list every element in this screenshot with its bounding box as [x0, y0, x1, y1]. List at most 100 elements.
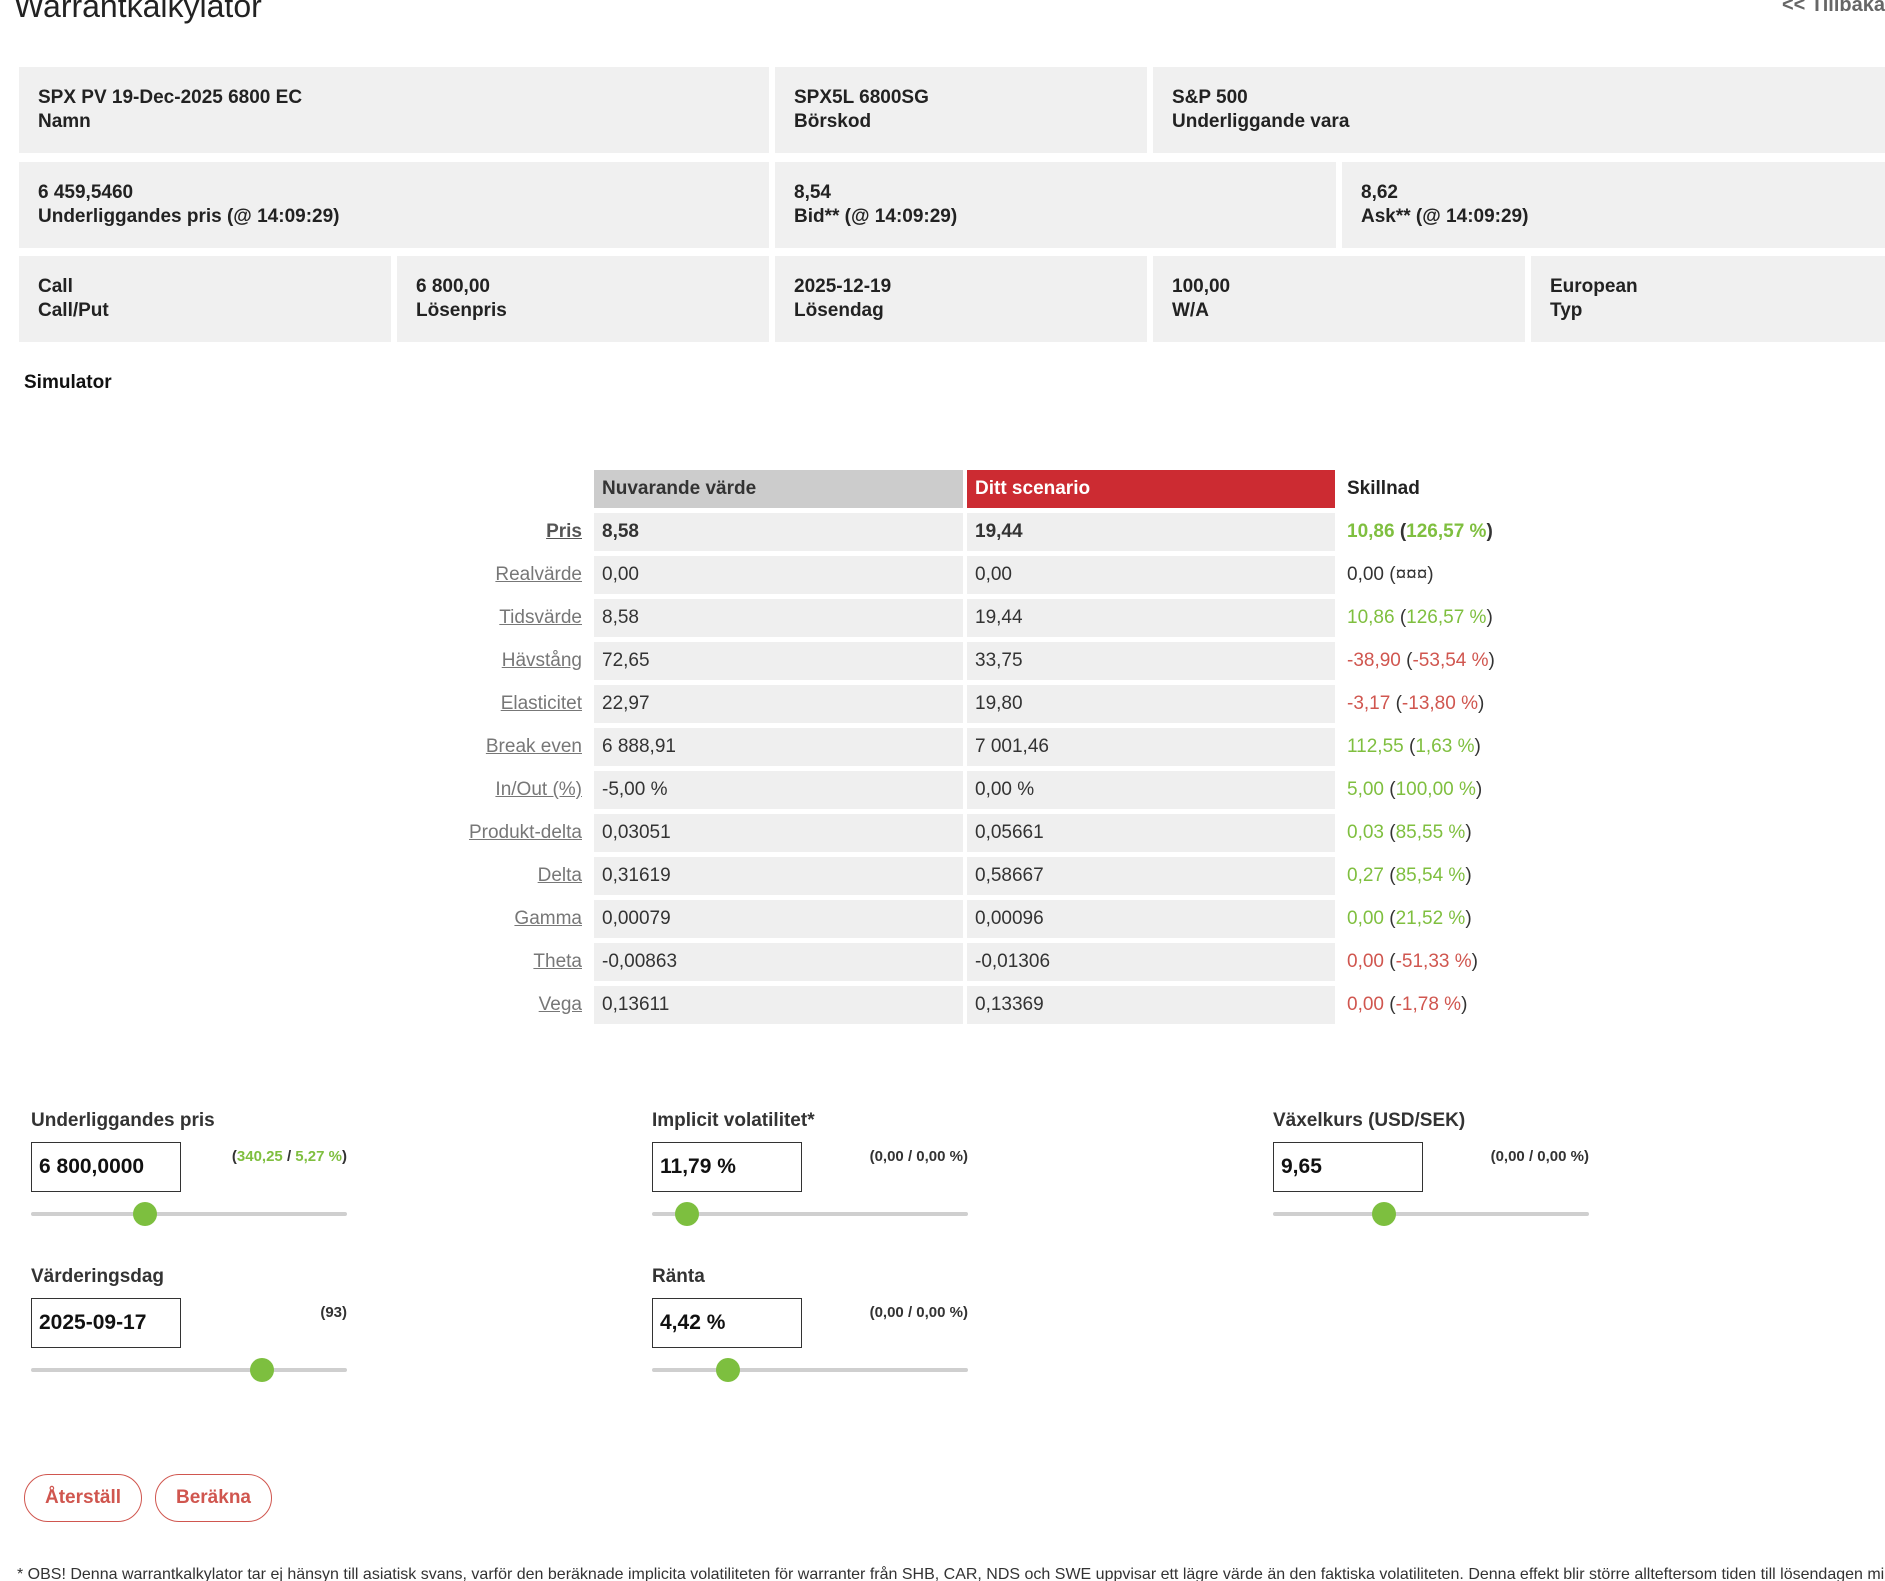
footnote: * OBS! Denna warrantkalkylator tar ej hä… — [17, 1566, 1885, 1581]
row-label-link[interactable]: Theta — [533, 951, 582, 972]
diff-pct: 1,63 % — [1415, 736, 1475, 757]
diff-cell: -3,17 (-13,80 %) — [1347, 693, 1485, 714]
diff-cell: 10,86 (126,57 %) — [1347, 521, 1493, 542]
simulator-title: Simulator — [24, 372, 112, 393]
row-label-link[interactable]: Hävstång — [501, 650, 582, 671]
scenario-value-cell: 0,05661 — [967, 814, 1335, 852]
bid-label: Bid** (@ 14:09:29) — [794, 206, 958, 227]
typ-value: European — [1550, 276, 1638, 297]
vaxelkurs-slider-handle[interactable] — [1371, 1202, 1396, 1226]
row-label: Produkt-delta — [460, 814, 590, 852]
diff-abs: -38,90 — [1347, 650, 1401, 671]
underliggande-vara-label: Underliggande vara — [1172, 111, 1350, 132]
implicit-volatilitet-input[interactable] — [652, 1142, 802, 1192]
scenario-value-cell: 0,00 % — [967, 771, 1335, 809]
info-cell-losendag: 2025-12-19 Lösendag — [775, 256, 1147, 342]
implicit-volatilitet-slider-label: Implicit volatilitet* — [652, 1110, 815, 1131]
row-label-link[interactable]: Delta — [537, 865, 582, 886]
scenario-value-cell: 33,75 — [967, 642, 1335, 680]
underliggandes-pris-slider-track[interactable] — [31, 1202, 347, 1226]
slider-varderingsdag: Värderingsdag (93) — [31, 1266, 347, 1391]
info-cell-call-put: Call Call/Put — [19, 256, 391, 342]
info-cell-underliggande-vara: S&P 500 Underliggande vara — [1153, 67, 1885, 153]
varderingsdag-input[interactable] — [31, 1298, 181, 1348]
diff-abs: 0,00 — [1347, 908, 1384, 929]
simulator-row: Pris 8,58 19,44 10,86 (126,57 %) — [460, 513, 1519, 551]
calculate-button[interactable]: Beräkna — [155, 1474, 272, 1522]
current-value-cell: 8,58 — [594, 599, 963, 637]
row-label-link[interactable]: Elasticitet — [500, 693, 582, 714]
back-link[interactable]: << Tillbaka — [1781, 0, 1885, 16]
row-label: Gamma — [460, 900, 590, 938]
info-cell-borskod: SPX5L 6800SG Börskod — [775, 67, 1147, 153]
implicit-volatilitet-slider-handle[interactable] — [674, 1202, 699, 1226]
diff-abs: 5,00 — [1347, 779, 1384, 800]
info-cell-underliggandes-pris: 6 459,5460 Underliggandes pris (@ 14:09:… — [19, 162, 769, 248]
diff-abs: 0,00 — [1347, 994, 1384, 1015]
info-cell-namn: SPX PV 19-Dec-2025 6800 EC Namn — [19, 67, 769, 153]
underliggande-vara-value: S&P 500 — [1172, 87, 1248, 108]
row-label-link[interactable]: Realvärde — [495, 564, 582, 585]
diff-cell: 0,00 (21,52 %) — [1347, 908, 1472, 929]
diff-abs: 10,86 — [1347, 607, 1395, 628]
ranta-delta-abs: 0,00 — [874, 1304, 904, 1321]
vaxelkurs-delta-pct: 0,00 % — [1537, 1148, 1584, 1165]
underliggandes-pris-slider-handle[interactable] — [132, 1202, 157, 1226]
varderingsdag-slider-handle[interactable] — [249, 1358, 274, 1382]
info-cell-typ: European Typ — [1531, 256, 1885, 342]
varderingsdag-slider-label: Värderingsdag — [31, 1266, 165, 1287]
diff-pct: ¤¤¤ — [1395, 564, 1428, 585]
row-label-link[interactable]: Produkt-delta — [468, 822, 582, 843]
current-value-cell: 0,00079 — [594, 900, 963, 938]
header-corner — [460, 470, 590, 508]
vaxelkurs-input[interactable] — [1273, 1142, 1423, 1192]
row-label-link[interactable]: Tidsvärde — [499, 607, 582, 628]
underliggandes-pris-value: 6 459,5460 — [38, 182, 134, 203]
vaxelkurs-delta: (0,00 / 0,00 %) — [1490, 1148, 1589, 1165]
simulator-row: Tidsvärde 8,58 19,44 10,86 (126,57 %) — [460, 599, 1519, 637]
current-value-cell: -5,00 % — [594, 771, 963, 809]
implicit-volatilitet-slider-track[interactable] — [652, 1202, 968, 1226]
call-put-label: Call/Put — [38, 300, 109, 321]
implicit-volatilitet-delta-pct: 0,00 % — [916, 1148, 963, 1165]
info-row-prices: 6 459,5460 Underliggandes pris (@ 14:09:… — [19, 162, 1885, 248]
losendag-value: 2025-12-19 — [794, 276, 892, 297]
slider-implicit-volatilitet: Implicit volatilitet* (0,00 / 0,00 %) — [652, 1110, 968, 1235]
current-value-cell: 0,31619 — [594, 857, 963, 895]
diff-cell: 10,86 (126,57 %) — [1347, 607, 1493, 628]
diff-cell: 0,00 (¤¤¤) — [1347, 564, 1434, 585]
simulator-row: Theta -0,00863 -0,01306 0,00 (-51,33 %) — [460, 943, 1519, 981]
vaxelkurs-delta-abs: 0,00 — [1495, 1148, 1525, 1165]
diff-pct: 21,52 % — [1395, 908, 1466, 929]
simulator-row: Hävstång 72,65 33,75 -38,90 (-53,54 %) — [460, 642, 1519, 680]
row-label: Tidsvärde — [460, 599, 590, 637]
ranta-delta-pct: 0,00 % — [916, 1304, 963, 1321]
row-label-link[interactable]: In/Out (%) — [495, 779, 582, 800]
reset-button[interactable]: Återställ — [24, 1474, 143, 1522]
diff-pct: 126,57 % — [1406, 521, 1487, 542]
diff-pct: -53,54 % — [1412, 650, 1489, 671]
call-put-value: Call — [38, 276, 73, 297]
ranta-slider-track[interactable] — [652, 1358, 968, 1382]
ranta-slider-handle[interactable] — [715, 1358, 740, 1382]
scenario-value-cell: 7 001,46 — [967, 728, 1335, 766]
simulator-row: Delta 0,31619 0,58667 0,27 (85,54 %) — [460, 857, 1519, 895]
row-label-link[interactable]: Pris — [546, 521, 582, 542]
row-label-link[interactable]: Vega — [538, 994, 582, 1015]
row-label-link[interactable]: Break even — [485, 736, 582, 757]
varderingsdag-slider-track[interactable] — [31, 1358, 347, 1382]
row-label: Delta — [460, 857, 590, 895]
wa-value: 100,00 — [1172, 276, 1231, 297]
row-label-link[interactable]: Gamma — [514, 908, 582, 929]
diff-abs: 0,03 — [1347, 822, 1384, 843]
ranta-input[interactable] — [652, 1298, 802, 1348]
wa-label: W/A — [1172, 300, 1209, 321]
row-label: Pris — [460, 513, 590, 551]
header-diff: Skillnad — [1347, 478, 1420, 499]
scenario-value-cell: 0,13369 — [967, 986, 1335, 1024]
diff-pct: -51,33 % — [1395, 951, 1472, 972]
vaxelkurs-slider-track[interactable] — [1273, 1202, 1589, 1226]
page-title: Warrantkalkylator — [14, 0, 262, 24]
typ-label: Typ — [1550, 300, 1583, 321]
underliggandes-pris-input[interactable] — [31, 1142, 181, 1192]
